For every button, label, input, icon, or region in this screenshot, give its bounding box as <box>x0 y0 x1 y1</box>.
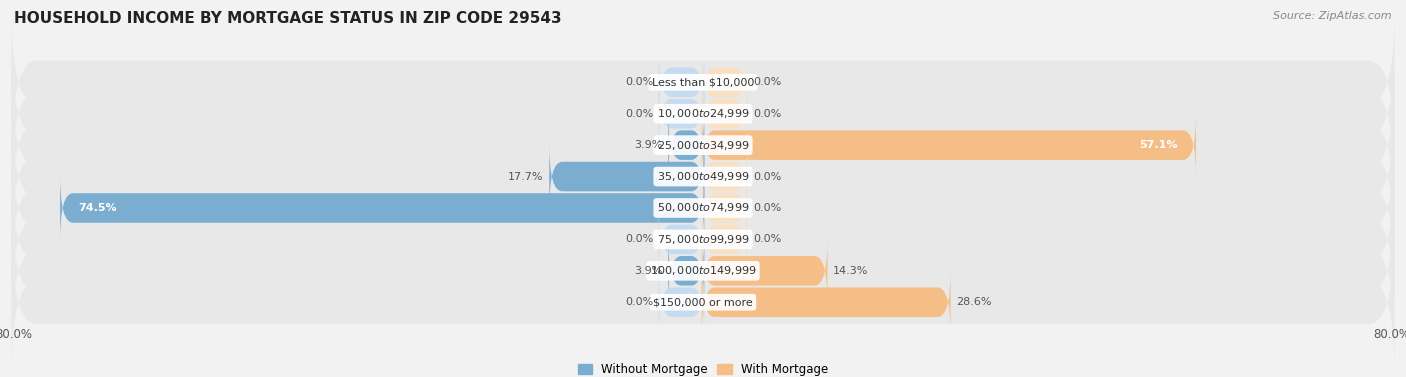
Text: $50,000 to $74,999: $50,000 to $74,999 <box>657 201 749 215</box>
Text: 57.1%: 57.1% <box>1139 140 1177 150</box>
FancyBboxPatch shape <box>11 10 1395 155</box>
Text: $10,000 to $24,999: $10,000 to $24,999 <box>657 107 749 120</box>
FancyBboxPatch shape <box>702 50 748 115</box>
Text: 28.6%: 28.6% <box>956 297 991 307</box>
Text: 0.0%: 0.0% <box>624 297 652 307</box>
Text: $150,000 or more: $150,000 or more <box>654 297 752 307</box>
FancyBboxPatch shape <box>702 207 748 272</box>
FancyBboxPatch shape <box>702 81 748 146</box>
Text: $100,000 to $149,999: $100,000 to $149,999 <box>650 264 756 277</box>
Text: 0.0%: 0.0% <box>754 203 782 213</box>
FancyBboxPatch shape <box>668 113 704 178</box>
FancyBboxPatch shape <box>11 230 1395 375</box>
FancyBboxPatch shape <box>11 198 1395 343</box>
Text: 17.7%: 17.7% <box>508 172 544 182</box>
FancyBboxPatch shape <box>11 41 1395 186</box>
FancyBboxPatch shape <box>658 270 704 335</box>
Text: $25,000 to $34,999: $25,000 to $34,999 <box>657 139 749 152</box>
Text: HOUSEHOLD INCOME BY MORTGAGE STATUS IN ZIP CODE 29543: HOUSEHOLD INCOME BY MORTGAGE STATUS IN Z… <box>14 11 561 26</box>
Text: Less than $10,000: Less than $10,000 <box>652 77 754 87</box>
FancyBboxPatch shape <box>668 239 704 303</box>
FancyBboxPatch shape <box>11 135 1395 280</box>
FancyBboxPatch shape <box>658 81 704 146</box>
FancyBboxPatch shape <box>702 144 748 209</box>
Text: 14.3%: 14.3% <box>832 266 869 276</box>
Text: 0.0%: 0.0% <box>754 77 782 87</box>
Text: 0.0%: 0.0% <box>624 77 652 87</box>
Text: 0.0%: 0.0% <box>754 172 782 182</box>
FancyBboxPatch shape <box>11 167 1395 312</box>
Text: 3.9%: 3.9% <box>634 266 662 276</box>
FancyBboxPatch shape <box>658 207 704 272</box>
Text: 3.9%: 3.9% <box>634 140 662 150</box>
Text: Source: ZipAtlas.com: Source: ZipAtlas.com <box>1274 11 1392 21</box>
Text: 0.0%: 0.0% <box>624 109 652 119</box>
Legend: Without Mortgage, With Mortgage: Without Mortgage, With Mortgage <box>578 363 828 376</box>
Text: $35,000 to $49,999: $35,000 to $49,999 <box>657 170 749 183</box>
Text: $75,000 to $99,999: $75,000 to $99,999 <box>657 233 749 246</box>
FancyBboxPatch shape <box>60 176 704 241</box>
FancyBboxPatch shape <box>11 72 1395 218</box>
FancyBboxPatch shape <box>702 270 950 335</box>
FancyBboxPatch shape <box>550 144 704 209</box>
FancyBboxPatch shape <box>658 50 704 115</box>
FancyBboxPatch shape <box>11 104 1395 249</box>
Text: 0.0%: 0.0% <box>754 234 782 244</box>
FancyBboxPatch shape <box>702 113 1197 178</box>
Text: 74.5%: 74.5% <box>79 203 117 213</box>
Text: 0.0%: 0.0% <box>754 109 782 119</box>
FancyBboxPatch shape <box>702 176 748 241</box>
Text: 0.0%: 0.0% <box>624 234 652 244</box>
FancyBboxPatch shape <box>702 239 828 303</box>
